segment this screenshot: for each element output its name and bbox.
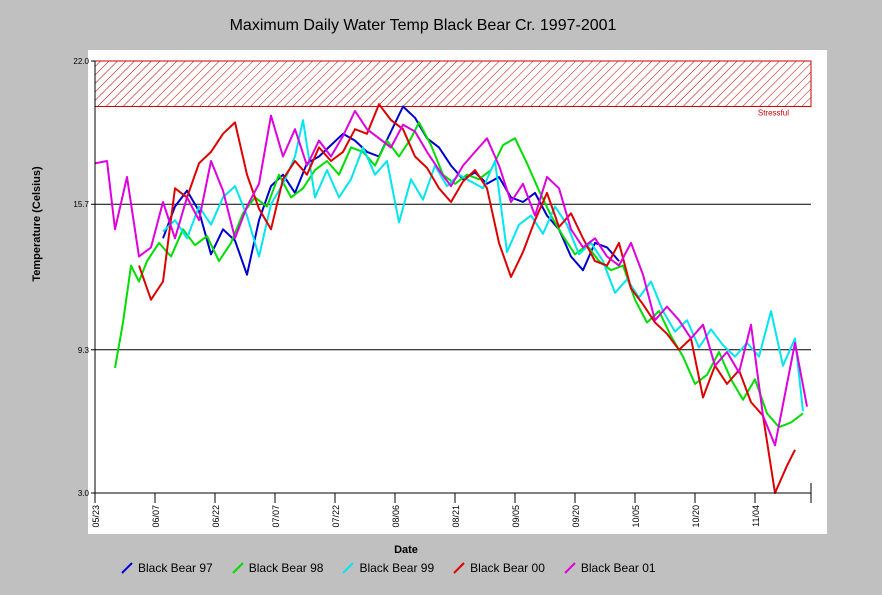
legend-item: Black Bear 97 <box>120 561 213 575</box>
legend-item: Black Bear 98 <box>231 561 324 575</box>
x-tick-label: 10/20 <box>691 505 701 528</box>
x-tick-label: 05/23 <box>91 505 101 528</box>
legend-item: Black Bear 99 <box>341 561 434 575</box>
legend-swatch <box>232 562 244 574</box>
legend-swatch <box>453 562 465 574</box>
legend: Black Bear 97 Black Bear 98 Black Bear 99 B… <box>120 558 674 578</box>
plot-panel <box>88 50 827 534</box>
series-line-black-bear-97 <box>162 105 620 276</box>
legend-swatch <box>342 562 355 574</box>
legend-label: Black Bear 97 <box>138 561 213 575</box>
x-tick-label: 06/22 <box>211 505 221 528</box>
series-line-black-bear-98 <box>114 121 804 429</box>
series-line-black-bear-01 <box>94 110 808 447</box>
legend-label: Black Bear 01 <box>580 561 656 575</box>
legend-label: Black Bear 99 <box>359 561 435 575</box>
x-tick-label: 07/07 <box>271 505 281 528</box>
x-tick-label: 09/05 <box>511 505 521 528</box>
legend-label: Black Bear 00 <box>470 561 545 575</box>
y-tick-label: 15.7 <box>73 200 89 209</box>
x-tick-label: 08/21 <box>451 505 461 528</box>
x-tick-label: 08/06 <box>391 505 401 528</box>
legend-item: Black Bear 01 <box>563 561 656 575</box>
chart-title: Maximum Daily Water Temp Black Bear Cr. … <box>229 17 617 34</box>
y-tick-label: 9.3 <box>78 346 90 355</box>
stressful-label: Stressful <box>758 108 789 117</box>
legend-label: Black Bear 98 <box>248 561 324 575</box>
y-tick-label: 22.0 <box>73 57 89 66</box>
series-line-black-bear-99 <box>162 119 804 412</box>
y-tick-label: 3.0 <box>78 489 90 498</box>
x-tick-label: 07/22 <box>331 505 341 528</box>
series-line-black-bear-00 <box>138 103 796 494</box>
x-tick-label: 10/05 <box>631 505 641 528</box>
y-axis-label: Temperature (Celsius) <box>31 166 43 282</box>
stressful-band <box>94 60 812 107</box>
x-axis-label: Date <box>394 544 418 556</box>
legend-swatch <box>121 562 133 574</box>
x-tick-label: 06/07 <box>151 505 161 528</box>
x-tick-label: 09/20 <box>571 505 581 528</box>
legend-swatch <box>564 562 576 574</box>
legend-item: Black Bear 00 <box>452 561 545 575</box>
x-tick-label: 11/04 <box>751 505 761 527</box>
